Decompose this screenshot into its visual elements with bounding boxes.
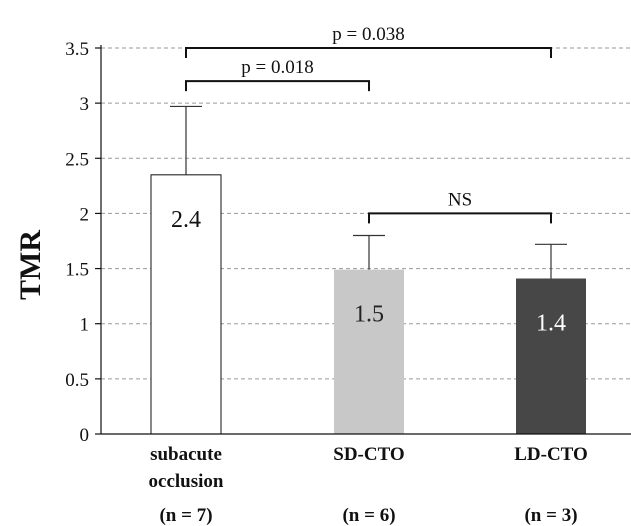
- y-tick-label: 3.5: [65, 39, 89, 60]
- sample-size-label: (n = 6): [342, 505, 395, 526]
- bar: [516, 278, 586, 434]
- y-tick-label: 1: [80, 315, 90, 336]
- y-tick-label: 2.5: [65, 149, 89, 170]
- category-labels: subacute occlusion (n = 7) SD-CTO (n = 6) LD-…: [149, 444, 588, 526]
- significance-label: p = 0.018: [241, 57, 313, 78]
- significance-bracket: [368, 212, 552, 224]
- significance-brackets: p = 0.038 p = 0.018 NS: [185, 24, 552, 224]
- significance-label: NS: [448, 189, 472, 210]
- bar: [150, 174, 222, 435]
- y-tick-label: 3: [80, 94, 90, 115]
- data-labels: 2.4 1.5 1.4: [171, 207, 566, 337]
- category-label: subacute: [150, 444, 222, 465]
- significance-bracket: [185, 47, 552, 58]
- bars: [150, 174, 586, 435]
- sample-size-label: (n = 3): [524, 505, 577, 526]
- significance-bracket: [185, 80, 370, 92]
- y-tick-label: 2: [80, 204, 90, 225]
- data-label: 2.4: [171, 207, 201, 233]
- error-bars: [170, 105, 567, 279]
- category-label: LD-CTO: [514, 444, 588, 465]
- y-tick-labels: 0 0.5 1 1.5 2 2.5 3 3.5: [65, 39, 101, 446]
- y-tick-label: 0.5: [65, 370, 89, 391]
- category-label: occlusion: [149, 471, 224, 492]
- y-axis-label: TMR: [14, 230, 47, 300]
- category-label: SD-CTO: [333, 444, 404, 465]
- bar: [334, 269, 404, 434]
- sample-size-label: (n = 7): [159, 505, 212, 526]
- data-label: 1.5: [354, 302, 384, 328]
- y-tick-label: 0: [80, 425, 90, 446]
- y-tick-label: 1.5: [65, 260, 89, 281]
- significance-label: p = 0.038: [332, 24, 404, 45]
- data-label: 1.4: [536, 310, 566, 336]
